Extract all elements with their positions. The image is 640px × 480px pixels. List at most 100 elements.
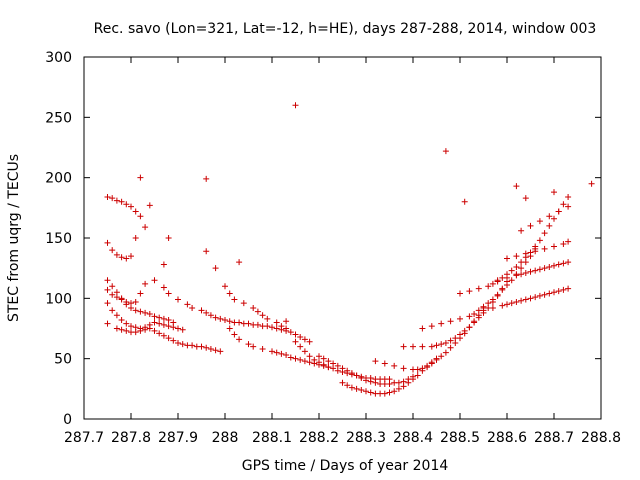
data-point	[118, 295, 125, 302]
data-point	[560, 260, 567, 267]
data-point	[132, 307, 139, 314]
data-point	[137, 213, 144, 220]
data-point	[457, 331, 463, 338]
data-point	[175, 325, 181, 332]
data-point	[433, 342, 440, 349]
data-point	[414, 366, 421, 373]
data-point	[330, 360, 337, 367]
data-point	[410, 343, 416, 350]
data-point	[142, 326, 149, 333]
data-point	[287, 329, 294, 336]
data-point	[123, 201, 130, 208]
y-tick-label: 200	[45, 171, 72, 187]
data-point	[391, 362, 398, 369]
data-point	[555, 208, 562, 215]
data-point	[222, 317, 228, 324]
x-tick-label: 288	[212, 430, 239, 446]
data-point	[508, 300, 515, 307]
data-point	[156, 320, 163, 327]
data-point	[555, 288, 562, 295]
data-point	[518, 271, 525, 278]
data-point	[236, 319, 243, 326]
data-point	[513, 263, 520, 270]
data-point	[128, 253, 134, 260]
data-point	[485, 283, 492, 290]
data-point	[156, 330, 163, 337]
data-point	[560, 286, 567, 293]
data-point	[165, 323, 172, 330]
data-point	[513, 183, 520, 190]
data-point	[207, 346, 214, 353]
data-point	[132, 208, 139, 215]
data-point	[546, 213, 553, 220]
data-point	[325, 364, 332, 371]
data-point	[217, 315, 224, 322]
data-point	[212, 347, 219, 354]
data-point	[259, 312, 266, 319]
data-point	[499, 302, 506, 309]
data-point	[518, 297, 525, 304]
data-point	[518, 259, 525, 266]
data-point	[156, 314, 163, 321]
x-tick-label: 288.2	[299, 430, 339, 446]
data-point	[541, 291, 548, 298]
data-point	[522, 296, 529, 303]
data-point	[320, 355, 327, 362]
data-point	[386, 381, 393, 388]
y-tick-label: 100	[45, 291, 72, 307]
data-point	[109, 195, 116, 202]
data-point	[137, 174, 144, 181]
data-point	[504, 255, 510, 262]
data-point	[113, 325, 120, 332]
data-point	[226, 290, 233, 297]
data-point	[551, 215, 557, 222]
data-point	[179, 326, 186, 333]
y-tick-label: 150	[45, 231, 72, 247]
data-point	[532, 248, 539, 255]
data-point	[151, 277, 158, 284]
data-point	[461, 327, 468, 334]
x-tick-label: 287.9	[158, 430, 198, 446]
data-point	[118, 317, 125, 324]
data-point	[518, 227, 525, 234]
data-point	[560, 201, 567, 208]
data-point	[160, 284, 167, 291]
data-point	[546, 290, 553, 297]
y-tick-label: 0	[63, 412, 72, 428]
data-point	[499, 286, 506, 293]
data-point	[466, 288, 473, 295]
data-point	[104, 193, 111, 200]
data-point	[273, 325, 280, 332]
data-point	[151, 319, 158, 326]
data-point	[471, 311, 478, 318]
data-point	[532, 267, 539, 274]
data-point	[259, 346, 266, 353]
data-point	[118, 254, 125, 261]
data-point	[358, 387, 365, 394]
data-point	[541, 230, 548, 237]
data-point	[109, 291, 116, 298]
data-point	[536, 266, 543, 273]
data-point	[104, 277, 111, 284]
data-point	[254, 321, 261, 328]
data-point	[508, 267, 515, 274]
data-point	[400, 343, 407, 350]
data-point	[428, 323, 435, 330]
data-point	[353, 372, 360, 379]
data-point	[504, 282, 510, 289]
data-point	[311, 356, 318, 363]
data-point	[428, 343, 435, 350]
x-tick-label: 287.7	[64, 430, 104, 446]
data-point	[461, 198, 468, 205]
x-tick-label: 287.8	[111, 430, 151, 446]
data-point	[254, 308, 261, 315]
data-point	[132, 298, 139, 305]
data-point	[320, 361, 327, 368]
data-point	[137, 308, 144, 315]
data-point	[513, 272, 520, 279]
data-point	[212, 314, 219, 321]
data-point	[551, 262, 557, 269]
data-point	[471, 319, 478, 326]
chart-title: Rec. savo (Lon=321, Lat=-12, h=HE), days…	[94, 21, 597, 37]
